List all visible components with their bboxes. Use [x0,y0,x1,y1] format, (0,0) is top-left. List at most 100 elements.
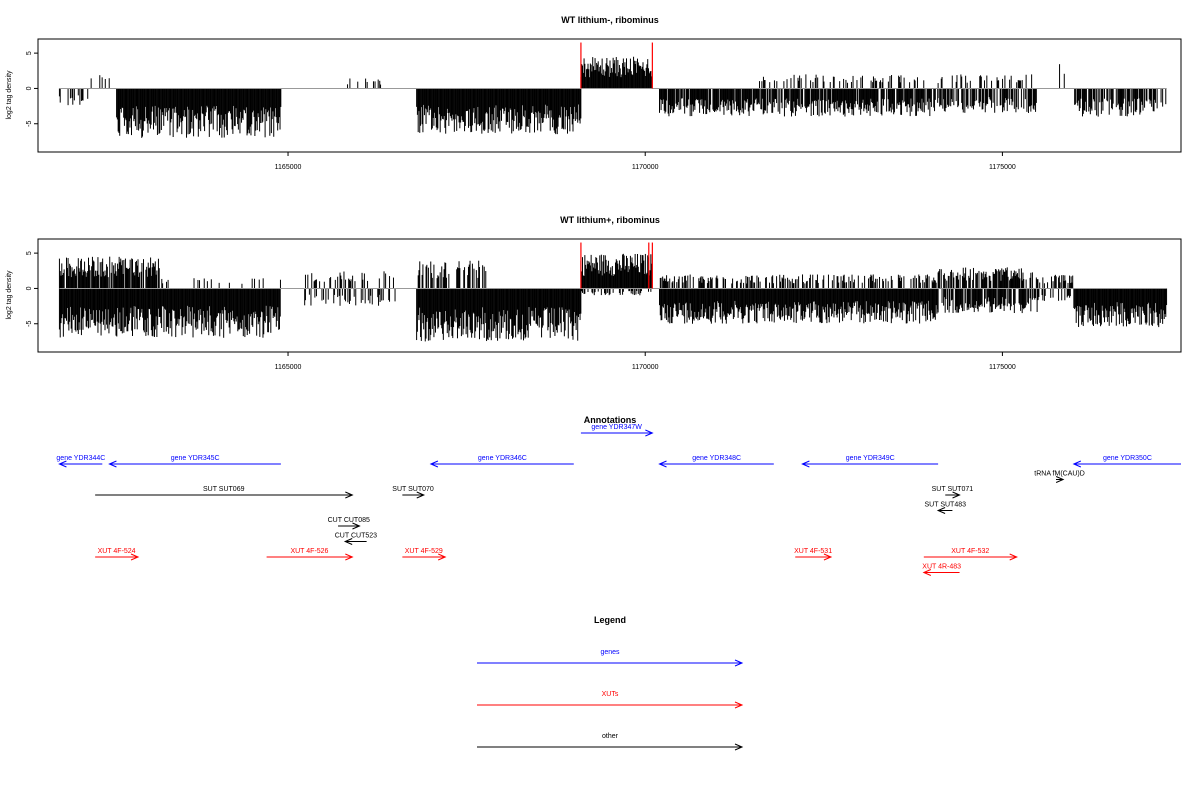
annotation-feature: CUT CUT085 [328,517,370,530]
annotation-label: XUT 4F-524 [98,548,136,555]
annotation-arrow-head [352,522,361,530]
panel-2-y-axis: 5 0 -5 [26,251,38,327]
annotation-feature: XUT 4F-526 [266,548,354,561]
annotation-feature: gene YDR349C [801,455,939,468]
annotation-feature: gene YDR347W [580,424,654,437]
annotation-label: XUT 4F-531 [794,548,832,555]
annotation-label: gene YDR348C [692,455,741,462]
track-panel-2: WT lithium+, ribominus log2 tag density … [6,215,1182,371]
annotation-arrow-head [416,491,426,499]
legend-item: XUTs [477,691,744,709]
annotation-label: SUT SUT070 [392,486,434,493]
legend-arrow-head [734,701,744,709]
panel-1-title: WT lithium-, ribominus [561,15,659,25]
panel-2-plot-frame [37,238,1182,353]
track-panel-1: WT lithium-, ribominus log2 tag density … [6,15,1182,171]
annotation-feature: gene YDR348C [658,455,774,468]
annotation-label: gene YDR346C [478,455,527,462]
annotation-label: SUT SUT071 [932,486,974,493]
x-tick-label: 1170000 [632,364,659,371]
x-tick-label: 1170000 [632,164,659,171]
annotation-features: gene YDR344C gene YDR345C gene YDR346C gene… [56,424,1181,576]
annotation-arrow-head [645,429,654,437]
annotation-feature: gene YDR346C [429,455,574,468]
annotation-feature: SUT SUT070 [392,486,434,499]
annotation-feature: SUT SUT483 [925,502,967,514]
annotation-feature: gene YDR345C [108,455,281,468]
annotation-label: gene YDR347W [591,424,642,431]
annotation-label: XUT 4F-532 [951,548,989,555]
panel-1-ylabel: log2 tag density [6,70,13,120]
panel-2-plot [58,242,1168,342]
annotations-panel: Annotations gene YDR344C gene YDR345C gene… [56,415,1181,576]
annotation-label: SUT SUT483 [925,502,967,509]
annotation-arrow-head [58,460,67,468]
annotation-feature: SUT SUT071 [932,486,974,499]
annotation-arrow-head [108,460,117,468]
annotation-feature: XUT 4F-532 [923,548,1018,561]
annotation-arrow-head [345,553,354,561]
annotation-label: XUT 4F-526 [290,548,328,555]
annotation-label: tRNA fM(CAU)D [1034,471,1085,478]
panel-1-plot-frame [37,38,1182,153]
annotation-label: CUT CUT523 [335,533,377,540]
annotation-feature: XUT 4R-483 [922,564,961,576]
annotation-arrow-head [429,460,439,468]
annotation-label: gene YDR344C [56,455,105,462]
annotation-arrow-head [1009,553,1018,561]
annotation-label: CUT CUT085 [328,517,370,524]
annotation-arrow-head [1055,476,1065,483]
annotation-label: XUT 4F-529 [405,548,443,555]
annotation-feature: XUT 4F-524 [95,548,140,561]
y-tick-label: 5 [26,51,33,55]
panel-2-title: WT lithium+, ribominus [560,215,660,225]
legend-item: genes [477,649,744,667]
annotation-arrow-head [658,460,667,468]
annotation-feature: gene YDR350C [1072,455,1181,468]
y-tick-label: -5 [26,121,33,127]
x-tick-label: 1165000 [275,164,302,171]
legend-panel: Legend genes XUTs other [477,615,744,751]
annotation-arrow-head [343,538,353,545]
annotation-arrow-head [823,553,833,561]
annotation-arrow-head [801,460,810,468]
annotation-arrow-head [936,507,946,514]
x-tick-label: 1175000 [989,164,1016,171]
y-tick-label: 0 [26,86,33,90]
annotation-arrow-head [1072,460,1082,468]
legend-label: genes [600,649,620,656]
annotation-feature: tRNA fM(CAU)D [1034,471,1085,483]
annotation-arrow-head [345,491,354,499]
annotation-feature: XUT 4F-531 [794,548,833,561]
panel-1-plot [58,42,1167,138]
annotation-label: SUT SUT069 [203,486,245,493]
annotation-feature: CUT CUT523 [335,533,377,545]
panel-1-x-axis: 1165000 1170000 1175000 [275,152,1016,171]
annotation-arrow-head [437,553,447,561]
legend-arrow-head [734,743,744,751]
y-tick-label: -5 [26,321,33,327]
annotation-arrow-head [130,553,140,561]
x-tick-label: 1175000 [989,364,1016,371]
annotations-title: Annotations [584,415,637,425]
legend-title: Legend [594,615,626,625]
y-tick-label: 5 [26,251,33,255]
x-tick-label: 1165000 [275,364,302,371]
legend-label: other [602,733,619,740]
legend-item: other [477,733,744,751]
annotation-arrow-head [922,569,932,576]
legend-items: genes XUTs other [477,649,744,751]
legend-label: XUTs [602,691,619,698]
annotation-label: gene YDR345C [171,455,220,462]
annotation-arrow-head [952,491,961,499]
annotation-feature: XUT 4F-529 [402,548,447,561]
panel-2-x-axis: 1165000 1170000 1175000 [275,352,1016,371]
panel-1-y-axis: 5 0 -5 [26,51,38,127]
annotation-feature: gene YDR344C [56,455,105,468]
y-tick-label: 0 [26,286,33,290]
annotation-label: gene YDR350C [1103,455,1152,462]
legend-arrow-head [734,659,744,667]
annotation-label: gene YDR349C [846,455,895,462]
annotation-label: XUT 4R-483 [922,564,961,571]
